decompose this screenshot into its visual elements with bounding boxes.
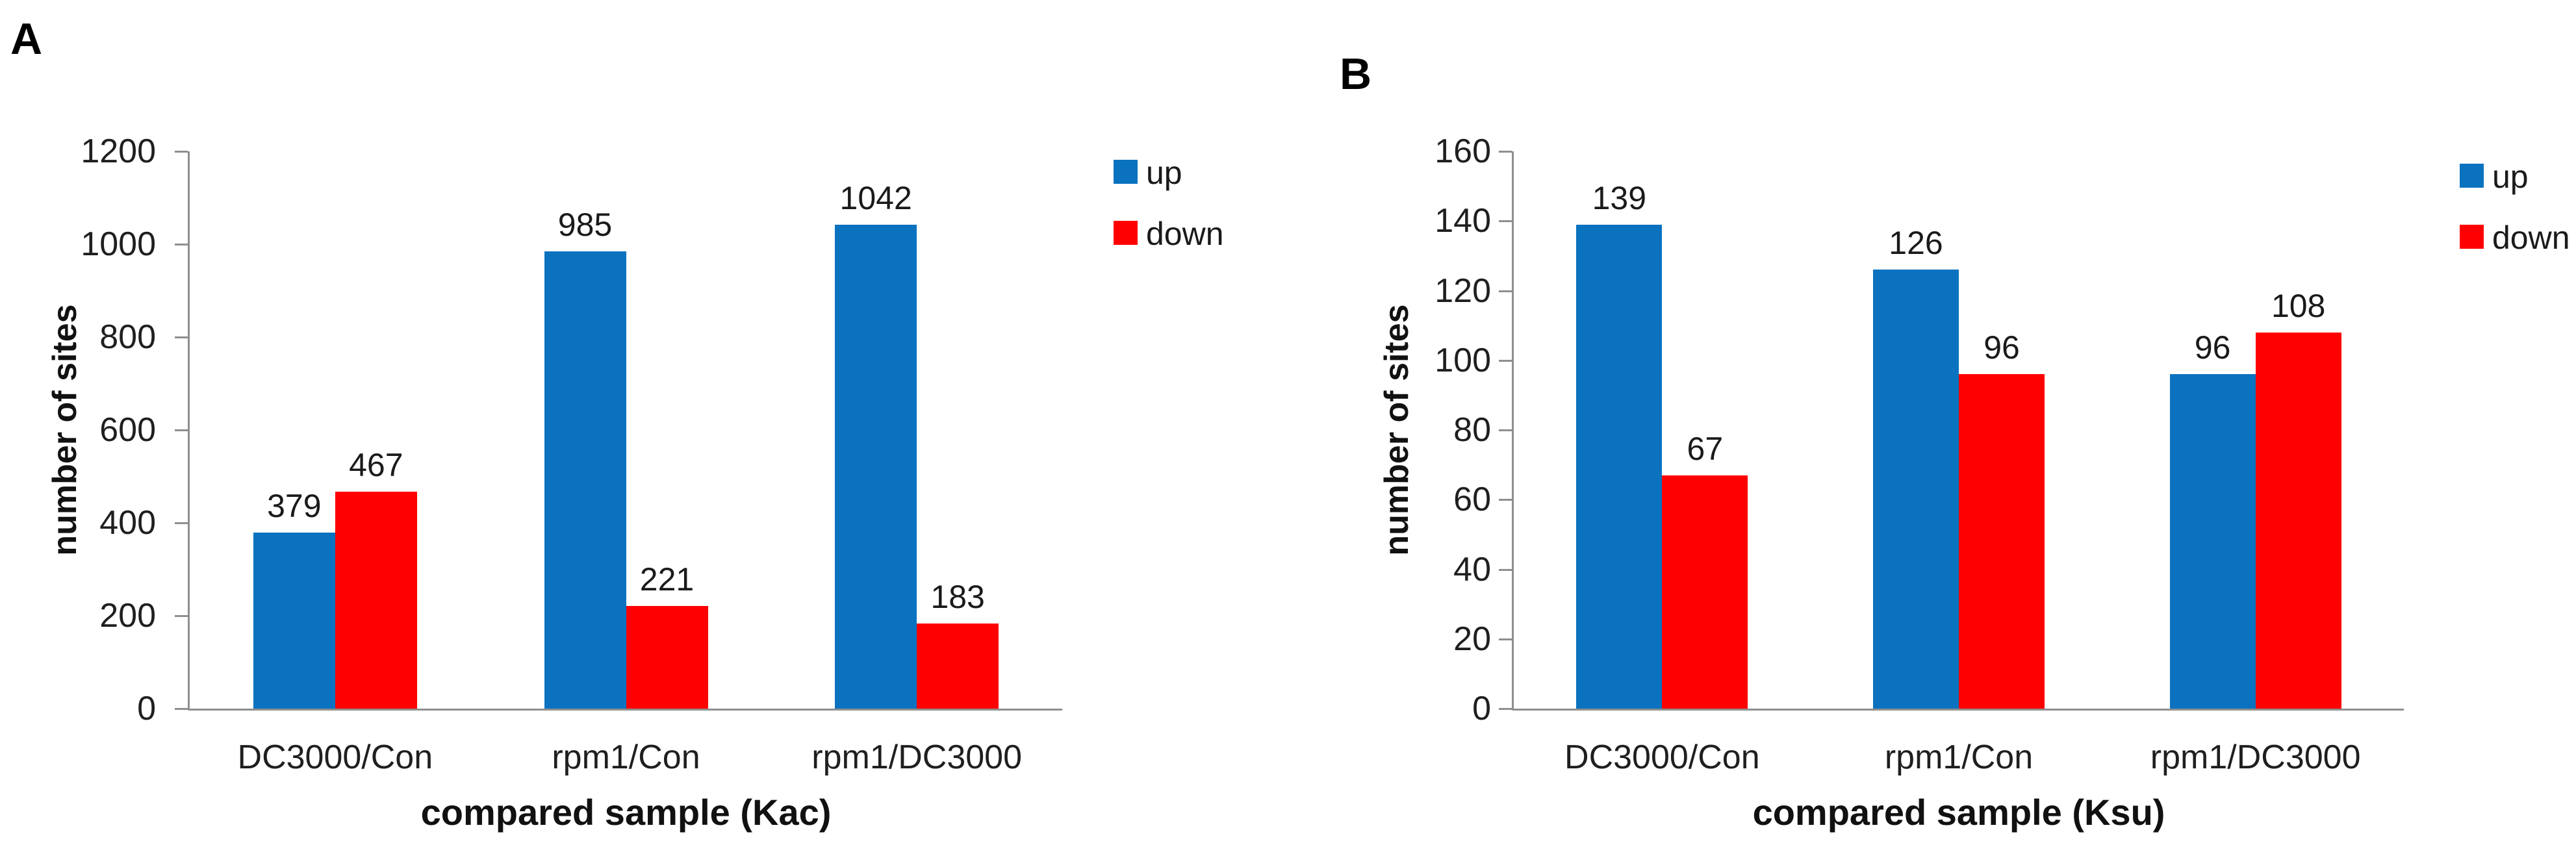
y-axis-tick: [1499, 151, 1512, 153]
legend-swatch-down: [1114, 221, 1138, 245]
bar-value-label: 108: [2271, 287, 2326, 324]
y-axis-tick: [175, 522, 188, 524]
y-axis-tick: [1499, 499, 1512, 501]
y-tick-label: 1200: [81, 132, 156, 170]
y-tick-label: 60: [1453, 481, 1491, 519]
y-axis-tick: [175, 708, 188, 710]
bar-down: [335, 492, 417, 709]
y-tick-label: 100: [1435, 341, 1491, 379]
y-axis-tick: [1499, 290, 1512, 292]
x-axis-line: [1512, 709, 2404, 711]
category-label: DC3000/Con: [237, 738, 433, 776]
category-label: DC3000/Con: [1564, 738, 1760, 776]
legend-swatch-up: [2460, 164, 2484, 188]
y-axis-tick: [1499, 708, 1512, 710]
bar-value-label: 467: [349, 447, 403, 484]
bar-up: [2169, 374, 2256, 709]
bar-up: [835, 224, 917, 709]
x-axis-title: compared sample (Kac): [420, 792, 832, 833]
y-tick-label: 140: [1435, 202, 1491, 240]
y-tick-label: 1000: [81, 225, 156, 263]
bar-down: [917, 624, 999, 709]
y-tick-label: 200: [99, 597, 156, 635]
category-label: rpm1/DC3000: [2150, 738, 2361, 776]
panel-a-label: A: [10, 14, 43, 64]
bar-up: [253, 533, 335, 709]
bar-value-label: 221: [639, 561, 695, 598]
legend-label-down: down: [1146, 216, 1224, 252]
y-axis-tick: [1499, 429, 1512, 431]
bar-up: [544, 251, 626, 709]
y-axis-tick: [175, 244, 188, 246]
y-axis-tick: [175, 615, 188, 617]
y-tick-label: 0: [1472, 690, 1491, 727]
panel-b-label: B: [1340, 49, 1372, 99]
y-tick-label: 800: [99, 318, 156, 356]
y-axis-tick: [1499, 359, 1512, 362]
category-label: rpm1/DC3000: [811, 738, 1023, 776]
bar-value-label: 379: [267, 488, 322, 524]
y-axis-line: [188, 151, 190, 711]
y-axis-tick: [175, 429, 188, 431]
bar-value-label: 96: [1983, 329, 2020, 366]
y-tick-label: 0: [137, 690, 156, 727]
category-label: rpm1/Con: [1884, 738, 2034, 776]
bar-value-label: 183: [930, 579, 985, 616]
bar-value-label: 1042: [839, 179, 912, 216]
y-axis-line: [1512, 151, 1514, 711]
legend-label-down: down: [2492, 220, 2570, 256]
y-tick-label: 400: [99, 504, 156, 542]
y-tick-label: 40: [1453, 550, 1491, 588]
y-tick-label: 600: [99, 411, 156, 449]
legend-swatch-down: [2460, 225, 2484, 249]
bar-down: [2255, 332, 2341, 709]
bar-down: [1959, 374, 2045, 709]
bar-up: [1873, 270, 1959, 709]
bar-down: [1662, 475, 1748, 709]
bar-value-label: 139: [1592, 179, 1647, 216]
y-tick-label: 20: [1453, 620, 1491, 658]
bar-value-label: 96: [2194, 329, 2231, 366]
y-axis-title: number of sites: [1378, 304, 1416, 556]
legend-swatch-up: [1114, 160, 1138, 184]
y-axis-tick: [1499, 568, 1512, 571]
bar-down: [626, 605, 708, 709]
bar-value-label: 126: [1889, 225, 1943, 262]
legend-label-up: up: [1146, 155, 1182, 191]
y-tick-label: 80: [1453, 411, 1491, 449]
bar-up: [1576, 224, 1663, 709]
legend-label-up: up: [2492, 158, 2529, 195]
y-axis-tick: [1499, 638, 1512, 640]
y-axis-tick: [1499, 220, 1512, 223]
y-tick-label: 120: [1435, 271, 1491, 310]
bar-value-label: 67: [1687, 430, 1724, 467]
y-axis-tick: [175, 336, 188, 338]
y-axis-tick: [175, 151, 188, 153]
y-tick-label: 160: [1435, 132, 1491, 170]
x-axis-line: [188, 709, 1062, 711]
bar-value-label: 985: [557, 206, 613, 243]
x-axis-title: compared sample (Ksu): [1752, 792, 2165, 833]
category-label: rpm1/Con: [552, 738, 700, 776]
